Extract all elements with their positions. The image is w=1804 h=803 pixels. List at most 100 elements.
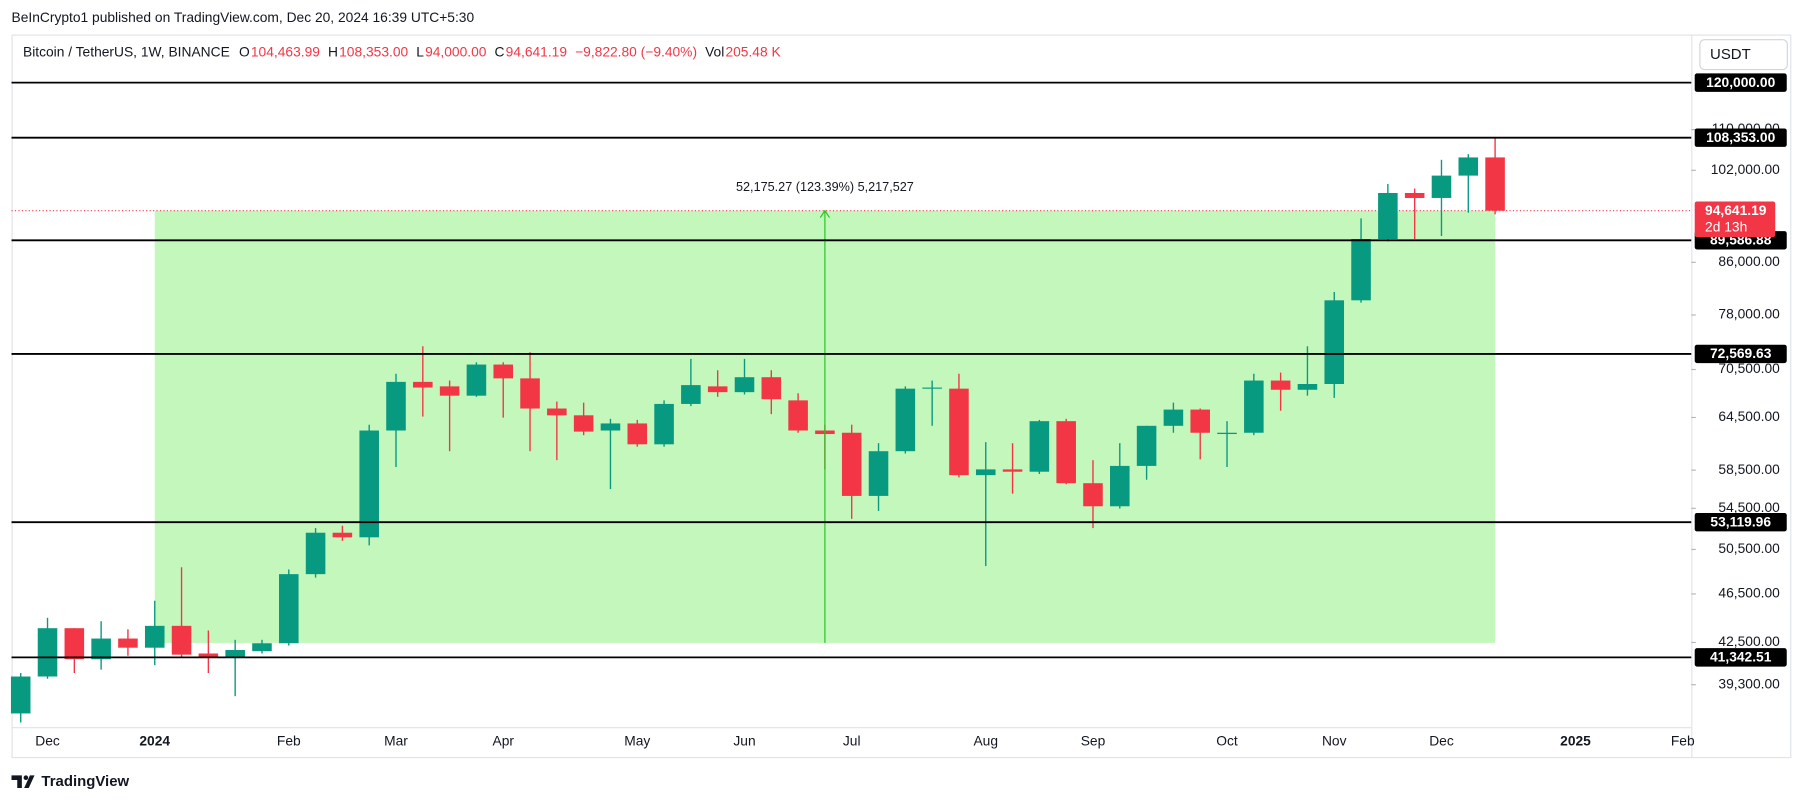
- candle-body: [1029, 421, 1050, 472]
- x-tick-label: Nov: [1322, 734, 1347, 749]
- candle-body: [413, 381, 433, 388]
- y-tick-label: 42,500.00: [1718, 634, 1780, 649]
- x-tick-label: Oct: [1216, 734, 1238, 749]
- candle-body: [707, 386, 728, 393]
- candle-body: [1270, 380, 1291, 390]
- header: BeInCrypto1 published on TradingView.com…: [12, 10, 475, 25]
- candle-body: [1190, 409, 1210, 433]
- level-label: 120,000.00: [1706, 75, 1775, 90]
- legend-value: 94,641.19: [506, 45, 568, 60]
- level-label: 108,353.00: [1706, 130, 1775, 145]
- x-tick-label: 2025: [1560, 734, 1591, 749]
- x-tick-label: Feb: [1671, 734, 1695, 749]
- legend-value: 104,463.99: [251, 45, 320, 60]
- x-tick-label: Feb: [277, 734, 301, 749]
- candle-body: [975, 469, 996, 476]
- x-tick-label: Aug: [973, 734, 998, 749]
- level-label-box: [1694, 512, 1787, 532]
- candle-body: [493, 364, 514, 379]
- candle-body: [1404, 192, 1425, 198]
- x-tick-label: Jun: [733, 734, 755, 749]
- y-tick-label: 39,300.00: [1718, 676, 1780, 691]
- candle-body: [1163, 409, 1184, 426]
- legend-value: 205.48 K: [725, 45, 781, 60]
- candle-body: [520, 378, 540, 409]
- candle-body: [64, 628, 85, 660]
- y-tick-label: 54,500.00: [1718, 500, 1780, 515]
- candle-body: [144, 625, 165, 648]
- candle-body: [788, 400, 808, 431]
- legend-key: C: [495, 45, 505, 60]
- candle-body: [1297, 384, 1318, 390]
- candle-body: [305, 532, 326, 575]
- y-tick-label: 58,500.00: [1718, 462, 1780, 477]
- level-label-box: [1694, 648, 1787, 667]
- candle-body: [1056, 421, 1076, 484]
- candle-body: [1351, 238, 1371, 301]
- candle-body: [198, 653, 219, 658]
- x-tick-label: 2024: [139, 734, 170, 749]
- candle-body: [466, 364, 487, 396]
- x-tick-label: May: [624, 734, 650, 749]
- legend-key: Vol: [705, 45, 724, 60]
- x-tick-label: Mar: [384, 734, 408, 749]
- y-tick-label: 50,500.00: [1718, 541, 1780, 556]
- candle-body: [600, 423, 621, 431]
- currency-box: USDT: [1699, 39, 1788, 71]
- legend-key: O: [239, 45, 250, 60]
- measure-arrowhead: [819, 209, 830, 218]
- candle-body: [171, 625, 192, 655]
- candle-body: [761, 377, 782, 400]
- candle-body: [922, 387, 942, 389]
- candle-body: [1244, 380, 1264, 433]
- level-label: 41,342.51: [1710, 650, 1772, 665]
- logo-dot: [23, 775, 29, 780]
- x-tick-label: Dec: [35, 734, 60, 749]
- candle-body: [734, 377, 755, 393]
- candle-body: [841, 432, 862, 496]
- footer: TradingView: [41, 773, 129, 790]
- level-label: 53,119.96: [1710, 514, 1771, 529]
- candle-body: [1485, 157, 1505, 211]
- candle-body: [1110, 465, 1130, 507]
- y-tick-label: 46,500.00: [1718, 586, 1780, 601]
- y-tick-label: 64,500.00: [1718, 409, 1780, 424]
- candle-body: [949, 388, 969, 476]
- chart-frame: [11, 34, 1792, 759]
- candle-body: [386, 381, 406, 431]
- candle-body: [1002, 469, 1023, 472]
- x-tick-label: Dec: [1429, 734, 1454, 749]
- candle-body: [359, 430, 379, 538]
- candle-body: [332, 532, 353, 538]
- last-price-box: [1694, 201, 1776, 238]
- legend-value: 94,000.00: [425, 45, 487, 60]
- x-tick-label: Jul: [843, 734, 861, 749]
- candle-body: [868, 451, 889, 496]
- candle-body: [654, 403, 674, 445]
- candle-body: [895, 388, 916, 452]
- y-tick-label: 102,000.00: [1711, 162, 1780, 177]
- x-tick-label: Apr: [492, 734, 514, 749]
- candle-body: [1083, 483, 1103, 507]
- last-price-label: 94,641.19: [1705, 203, 1767, 218]
- candle-body: [118, 638, 138, 648]
- candle-body: [278, 574, 299, 644]
- candle-body: [1431, 175, 1452, 198]
- legend-key: H: [328, 45, 338, 60]
- y-tick-label: 86,000.00: [1718, 254, 1780, 269]
- legend-value: 108,353.00: [339, 45, 408, 60]
- candle-body: [1217, 432, 1237, 435]
- candle-body: [1378, 192, 1398, 239]
- candle-body: [225, 650, 245, 658]
- legend-title: Bitcoin / TetherUS, 1W, BINANCE: [23, 45, 230, 60]
- level-label: 72,569.63: [1710, 346, 1772, 361]
- currency-frame: [1699, 39, 1788, 71]
- countdown: 2d 13h: [1705, 220, 1747, 235]
- level-label-box: [1694, 128, 1787, 147]
- candle-body: [37, 628, 58, 677]
- candle-body: [10, 676, 31, 714]
- candle-body: [1136, 425, 1157, 466]
- candle-body: [547, 408, 567, 416]
- candle-body: [91, 638, 111, 660]
